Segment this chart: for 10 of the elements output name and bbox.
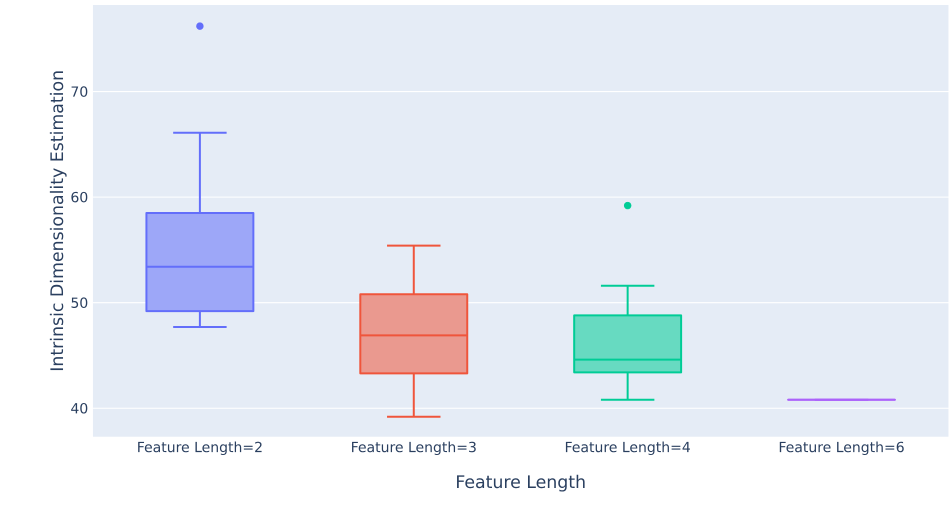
x-axis-title: Feature Length xyxy=(457,474,585,492)
y-tick-label: 40 xyxy=(71,403,88,414)
x-tick-label: Feature Length=4 xyxy=(566,442,690,456)
y-axis-title: Intrinsic Dimensionality Estimation xyxy=(50,72,67,370)
y-tick-label: 70 xyxy=(72,86,88,97)
x-tick-label: Feature Length=3 xyxy=(352,442,476,456)
y-tick-label: 60 xyxy=(71,192,88,203)
x-tick-label: Feature Length=6 xyxy=(780,442,904,456)
y-tick-label: 50 xyxy=(72,298,88,308)
x-tick-label: Feature Length=2 xyxy=(138,442,262,456)
